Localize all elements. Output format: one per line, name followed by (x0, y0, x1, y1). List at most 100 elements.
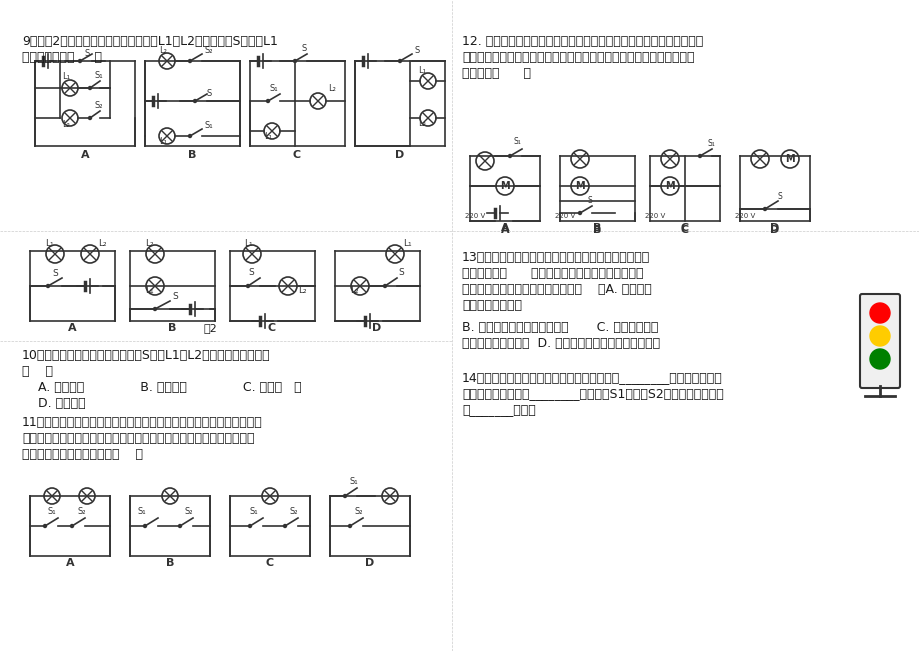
Circle shape (246, 284, 249, 288)
Text: B: B (165, 558, 174, 568)
Text: 灯、绿灯是串联的: 灯、绿灯是串联的 (461, 299, 521, 312)
Text: B. 红灯、黄灯、绿灯是并联的       C. 红灯与黄灯并: B. 红灯、黄灯、绿灯是并联的 C. 红灯与黄灯并 (461, 321, 658, 334)
Text: 闭合一个电键），值班室内的指示灯才会发光，表明门都关上了。下面: 闭合一个电键），值班室内的指示灯才会发光，表明门都关上了。下面 (22, 432, 255, 445)
Text: 9、在图2所示的各电路图中，能反映出L1、L2并联，开关S断开后L1: 9、在图2所示的各电路图中，能反映出L1、L2并联，开关S断开后L1 (22, 35, 278, 48)
Circle shape (188, 135, 191, 137)
Text: 几个电路图中符合要求的是（    ）: 几个电路图中符合要求的是（ ） (22, 448, 142, 461)
Circle shape (343, 495, 346, 497)
Circle shape (193, 100, 197, 102)
Text: 220 V: 220 V (734, 213, 754, 219)
Text: S₁: S₁ (48, 507, 57, 516)
Text: L₂: L₂ (98, 239, 107, 248)
Circle shape (43, 525, 47, 527)
Text: L₂: L₂ (62, 120, 70, 129)
Text: D: D (395, 150, 404, 160)
Text: D: D (769, 223, 778, 233)
Text: S₁: S₁ (250, 507, 258, 516)
Text: L₂: L₂ (417, 119, 425, 128)
Text: L₂: L₂ (328, 84, 335, 93)
Text: L₂: L₂ (349, 286, 358, 295)
Text: L₁: L₁ (417, 66, 425, 75)
Circle shape (143, 525, 146, 527)
Circle shape (578, 212, 581, 214)
Text: S: S (85, 49, 89, 58)
Circle shape (763, 208, 766, 210)
Text: A: A (500, 225, 509, 235)
Text: S₁: S₁ (95, 71, 104, 80)
Text: S₁: S₁ (349, 477, 358, 486)
Circle shape (267, 100, 269, 102)
Text: 要求的是（      ）: 要求的是（ ） (461, 67, 530, 80)
Text: S: S (248, 268, 254, 277)
Text: D. 丙、丁。: D. 丙、丁。 (22, 397, 85, 410)
Text: 13、右图为路口交通指示灯的示意图。指示灯可以通过: 13、右图为路口交通指示灯的示意图。指示灯可以通过 (461, 251, 650, 264)
Text: D: D (372, 323, 381, 333)
Circle shape (88, 117, 91, 120)
Text: C: C (266, 558, 274, 568)
Text: A. 甲、丙；              B. 乙、丁；              C. 甲、丁   ：: A. 甲、丙； B. 乙、丁； C. 甲、丁 ： (22, 381, 301, 394)
Text: L₁: L₁ (403, 239, 411, 248)
Text: S₂: S₂ (78, 507, 86, 516)
Text: B: B (592, 223, 600, 233)
Text: C: C (292, 150, 301, 160)
Text: C: C (267, 323, 276, 333)
Text: A: A (68, 323, 76, 333)
Text: 220 V: 220 V (554, 213, 574, 219)
Text: L₁: L₁ (62, 72, 70, 81)
Text: 220 V: 220 V (464, 213, 484, 219)
Text: 12. 厨房的抽油烟机装有照明灯和排气扇，使用时，有时需要各自独立: 12. 厨房的抽油烟机装有照明灯和排气扇，使用时，有时需要各自独立 (461, 35, 702, 48)
Circle shape (188, 59, 191, 62)
Text: 闭合时，能亮的灯是________联的；当S1闭合、S2断开时，能亮的灯: 闭合时，能亮的灯是________联的；当S1闭合、S2断开时，能亮的灯 (461, 387, 723, 400)
Text: 据你对交通指示灯的了解可以推断（    ）A. 红灯、黄: 据你对交通指示灯的了解可以推断（ ）A. 红灯、黄 (461, 283, 651, 296)
Text: S: S (207, 89, 212, 98)
Text: L₂: L₂ (298, 286, 306, 295)
Circle shape (383, 284, 386, 288)
Text: L₁: L₁ (159, 137, 167, 146)
Text: D: D (769, 225, 778, 235)
Text: S₁: S₁ (205, 121, 213, 130)
Text: A: A (81, 150, 89, 160)
Text: L₂: L₂ (145, 239, 153, 248)
Circle shape (78, 59, 82, 62)
Text: S: S (777, 192, 782, 201)
Text: L₁: L₁ (45, 239, 53, 248)
Circle shape (348, 525, 351, 527)
Text: S: S (587, 196, 592, 205)
Text: S₂: S₂ (205, 46, 213, 55)
Circle shape (178, 525, 181, 527)
Text: S₁: S₁ (708, 139, 715, 148)
Text: S₂: S₂ (355, 507, 363, 516)
Text: S₂: S₂ (289, 507, 298, 516)
Text: 工作，有时需要它们同时工作，在如图所示的电路中，你认为符合上述: 工作，有时需要它们同时工作，在如图所示的电路中，你认为符合上述 (461, 51, 694, 64)
Text: S: S (398, 268, 403, 277)
Text: B: B (187, 150, 196, 160)
Text: S₁: S₁ (269, 84, 278, 93)
Text: 图2: 图2 (203, 323, 217, 333)
Text: M: M (784, 154, 794, 164)
Circle shape (71, 525, 74, 527)
Text: M: M (664, 181, 674, 191)
FancyBboxPatch shape (859, 294, 899, 388)
Text: S₁: S₁ (138, 507, 146, 516)
Text: 220 V: 220 V (644, 213, 664, 219)
Circle shape (88, 87, 91, 89)
Text: S₂: S₂ (95, 101, 103, 110)
Text: S: S (414, 46, 420, 55)
Circle shape (293, 59, 296, 62)
Circle shape (398, 59, 401, 62)
Circle shape (698, 154, 701, 158)
Text: L₁: L₁ (145, 286, 153, 295)
Text: A: A (500, 223, 509, 233)
Text: B: B (592, 225, 600, 235)
Text: S: S (301, 44, 307, 53)
Circle shape (869, 303, 889, 323)
Circle shape (508, 154, 511, 158)
Circle shape (869, 349, 889, 369)
Text: 10、如图所示的四个电路图，开关S能使L1和L2同时发光和熄灭的是: 10、如图所示的四个电路图，开关S能使L1和L2同时发光和熄灭的是 (22, 349, 270, 362)
Text: 仍能发光的是（     ）: 仍能发光的是（ ） (22, 51, 102, 64)
Text: S₂: S₂ (185, 507, 193, 516)
Text: S₁: S₁ (514, 137, 521, 146)
Circle shape (153, 307, 156, 311)
Text: L₁: L₁ (264, 132, 272, 141)
Text: A: A (65, 558, 74, 568)
